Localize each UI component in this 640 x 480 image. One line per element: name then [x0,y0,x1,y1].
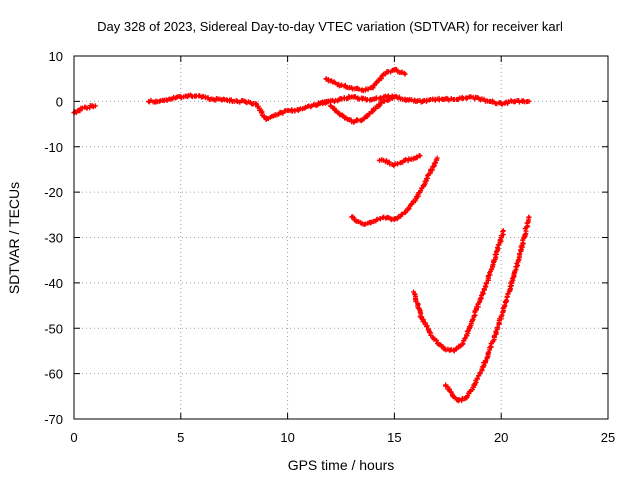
y-tick-label: -60 [44,367,63,382]
x-tick-label: 20 [494,430,508,445]
data-point [500,228,506,234]
chart-title: Day 328 of 2023, Sidereal Day-to-day VTE… [97,19,563,34]
x-tick-label: 15 [387,430,401,445]
series-arc-7 [349,155,440,227]
marker-trace [395,161,401,167]
data-points [71,66,532,404]
data-point [434,155,440,161]
data-point [526,214,532,220]
marker-trace [460,341,466,347]
marker-trace [378,76,384,82]
marker-trace [494,324,500,330]
y-tick-label: -70 [44,412,63,427]
y-axis-label: SDTVAR / TECUs [6,182,22,294]
series-arc-4 [323,66,408,94]
marker-trace [517,251,523,257]
marker-trace [470,316,476,322]
x-tick-label: 25 [601,430,615,445]
marker-trace [356,86,362,92]
x-axis-label: GPS time / hours [288,457,395,473]
marker-trace [474,376,480,382]
series-arc-5 [327,94,397,125]
data-point [526,98,532,104]
grid [74,56,608,419]
marker-trace [380,72,386,78]
marker-trace [258,110,264,116]
y-tick-label: -10 [44,140,63,155]
y-tick-label: 0 [56,94,63,109]
series-arc-1 [71,103,98,116]
marker-trace [433,337,439,343]
data-point [417,153,423,159]
axis-ticks: 0 5 10 15 20 25 10 0 -10 -20 -30 -40 -50 -60 -70 [44,49,615,445]
x-tick-label: 10 [280,430,294,445]
x-tick-label: 0 [70,430,77,445]
series-arc-2 [146,92,333,123]
marker-trace [424,324,430,330]
y-tick-label: 10 [49,49,63,64]
y-tick-label: -40 [44,276,63,291]
marker-trace [503,297,509,303]
data-point [402,71,408,77]
y-tick-label: -20 [44,185,63,200]
y-tick-label: -30 [44,231,63,246]
marker-trace [341,95,347,101]
marker-trace [433,160,439,166]
series-arc-8 [411,228,506,354]
y-tick-label: -50 [44,321,63,336]
data-point [92,103,98,109]
marker-trace [456,397,462,403]
series-arc-3 [317,93,532,107]
marker-trace [403,209,409,215]
marker-trace [483,280,489,286]
data-point [391,94,397,100]
x-tick-label: 5 [177,430,184,445]
series-arc-9 [443,214,532,404]
series-arc-6 [376,152,423,168]
